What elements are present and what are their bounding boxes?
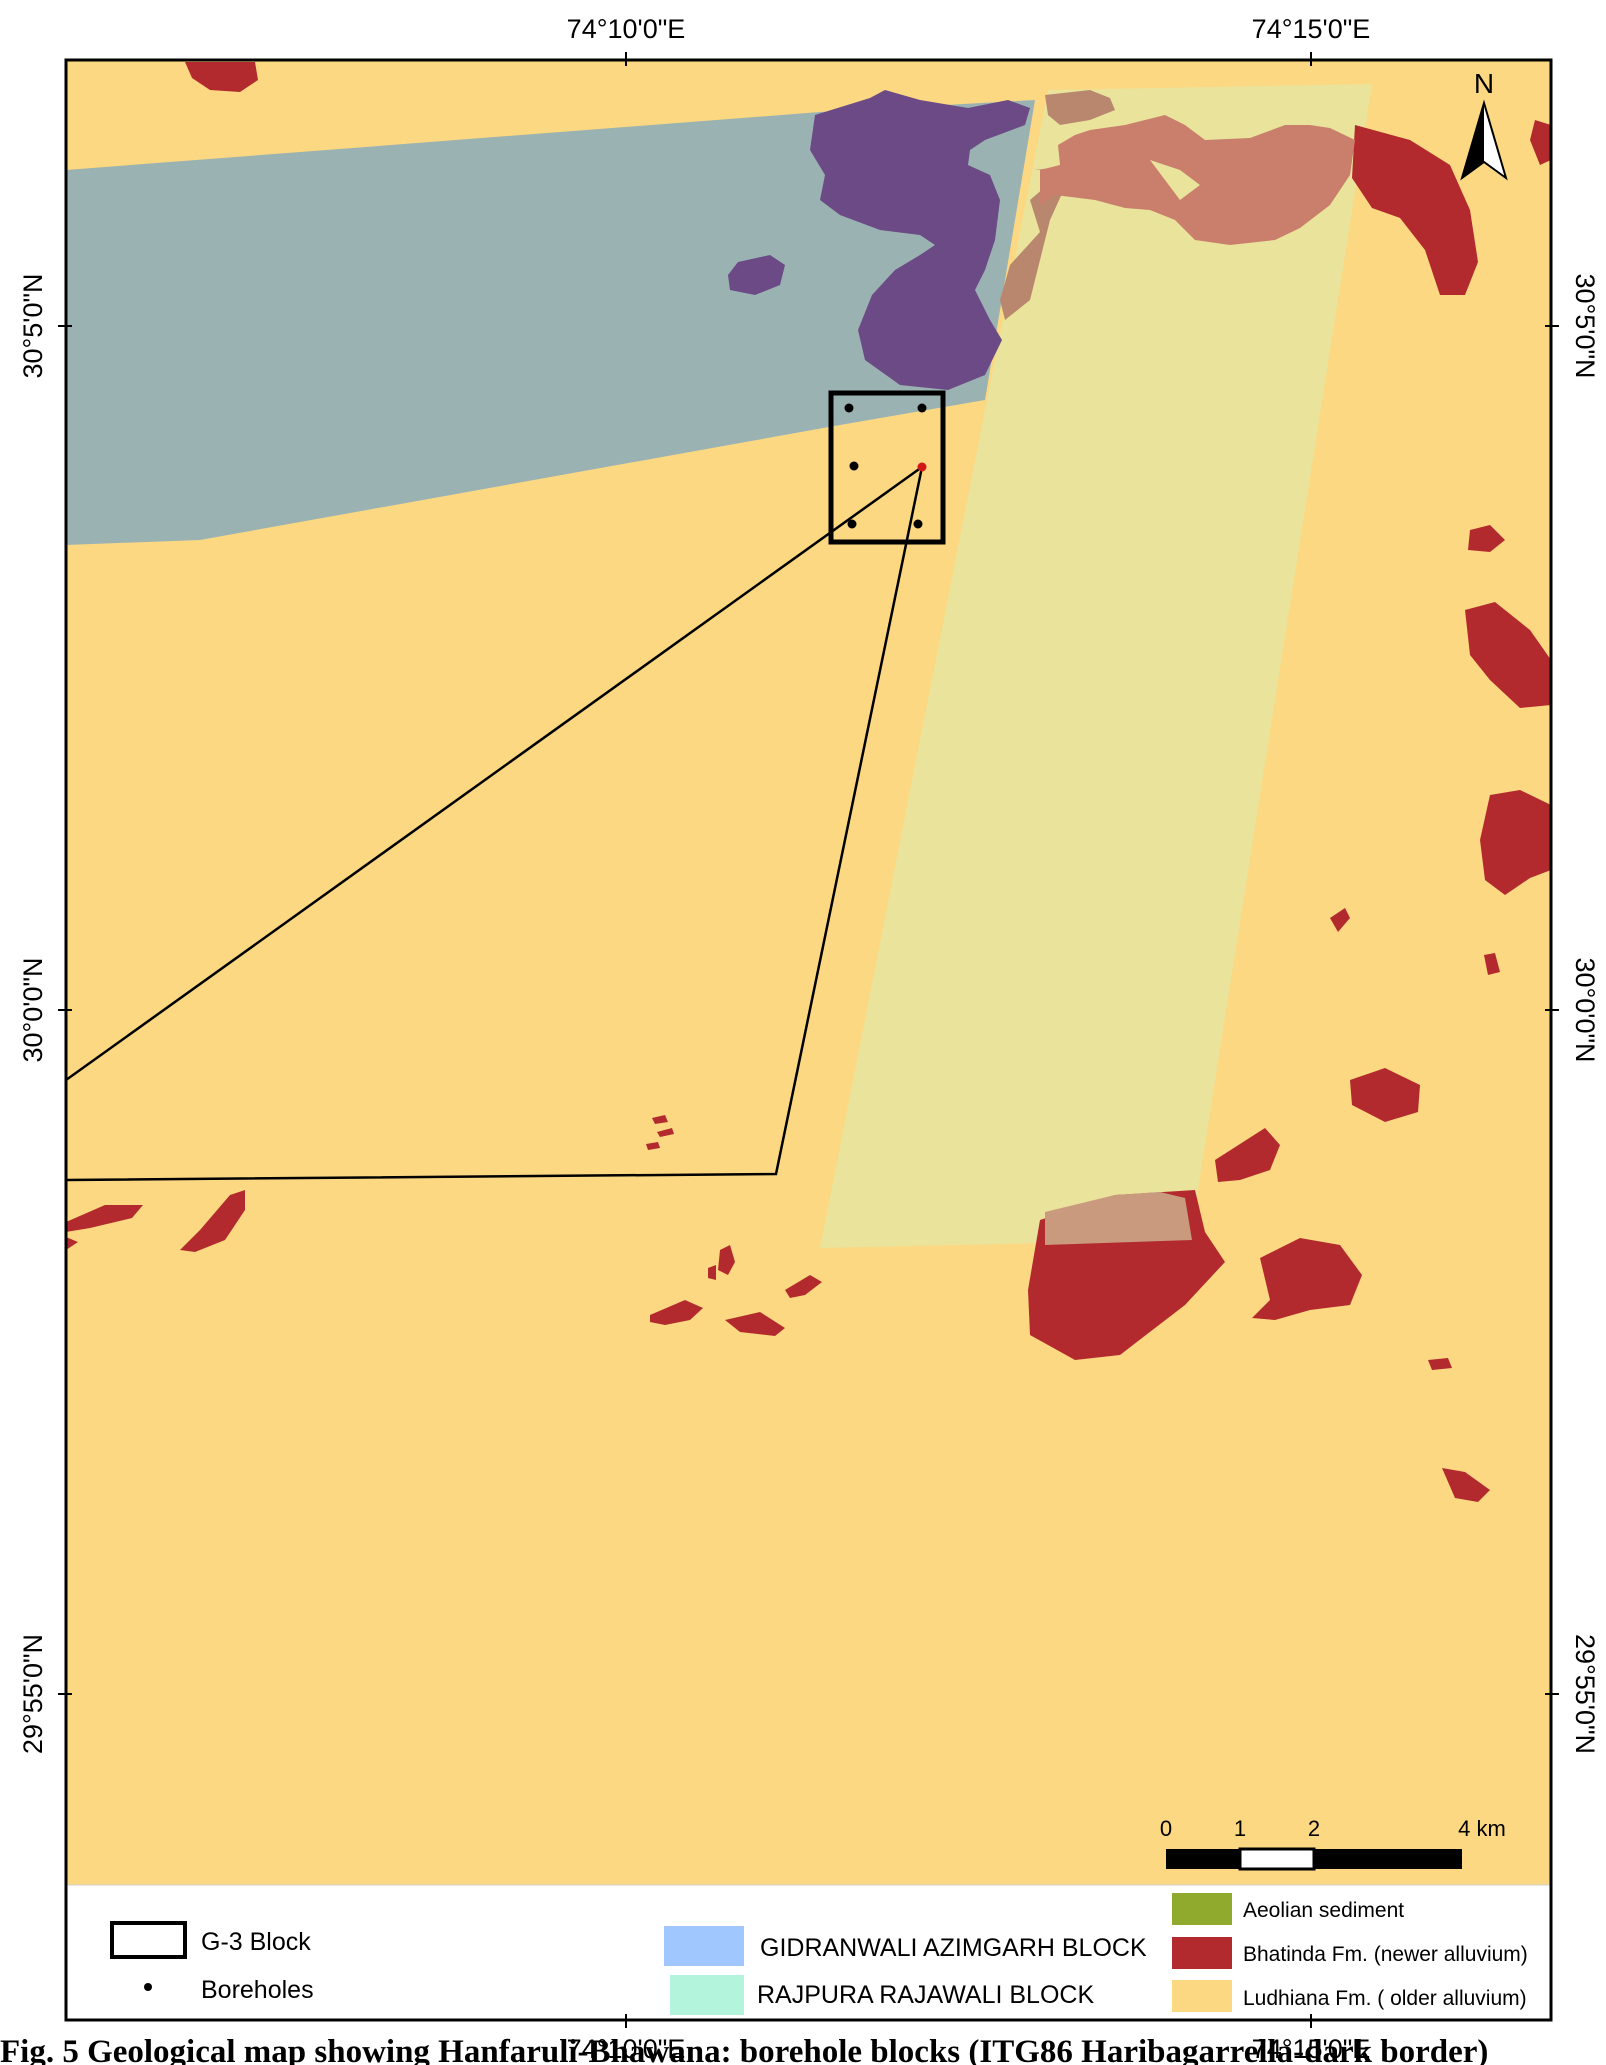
- borehole-point: [847, 519, 857, 529]
- bottom-longitude-label: 74°15'0"E: [1252, 2034, 1371, 2064]
- bhatinda-patch: [1252, 1238, 1362, 1320]
- bhatinda-under-rajpura: [1045, 1192, 1192, 1245]
- bhatinda-patch: [652, 1115, 668, 1124]
- bhatinda-patch: [1480, 790, 1551, 895]
- bhatinda-patch: [1428, 1358, 1452, 1370]
- legend-aeolian-label: Aeolian sediment: [1243, 1899, 1404, 1922]
- scale-bar: 0 1 2 4 km: [1160, 1816, 1506, 1871]
- left-latitude-label: 30°5'0"N: [18, 273, 48, 378]
- borehole-point: [913, 519, 923, 529]
- bhatinda-under-rajpura: [1040, 115, 1355, 245]
- bhatinda-patch: [1352, 125, 1478, 295]
- bhatinda-under-gidranwali: [810, 90, 1030, 390]
- bhatinda-formation-patches: [66, 62, 1551, 1502]
- north-arrow: N: [1460, 68, 1508, 181]
- graticule-ticks: [58, 52, 1559, 2028]
- figure-caption: Fig. 5 Geological map showing Hanfaruli-…: [0, 2034, 1489, 2065]
- north-arrow-fill: [1462, 103, 1484, 178]
- legend-bhatinda-swatch: [1172, 1937, 1232, 1969]
- top-longitude-label: 74°10'0"E: [567, 14, 686, 44]
- bhatinda-patch: [1530, 120, 1551, 165]
- legend-borehole-swatch: [144, 1983, 152, 1991]
- left-latitude-label: 29°55'0"N: [18, 1634, 48, 1754]
- bhatinda-patch: [657, 1128, 674, 1137]
- bottom-longitude-label: 74°10'0"E: [567, 2034, 686, 2064]
- scale-tick-0: 0: [1160, 1816, 1172, 1841]
- left-latitude-label: 30°0'0"N: [18, 957, 48, 1062]
- legend-ludhiana-swatch: [1172, 1980, 1232, 2012]
- bhatinda-patch: [1468, 525, 1505, 552]
- bhatinda-under-rajpura: [1000, 90, 1115, 320]
- bhatinda-patch: [1350, 1068, 1420, 1122]
- bhatinda-patch: [646, 1142, 660, 1150]
- bhatinda-patch: [785, 1275, 822, 1298]
- legend-rajpura-label: RAJPURA RAJAWALI BLOCK: [757, 1981, 1094, 2009]
- scale-segment-2-4: [1314, 1849, 1462, 1869]
- borehole-point: [917, 403, 927, 413]
- gidranwali-azimgarh-block-area: [66, 100, 1035, 545]
- borehole-point: [849, 461, 859, 471]
- scale-tick-1: 1: [1234, 1816, 1246, 1841]
- bhatinda-patch: [185, 62, 258, 92]
- g3-block-boundary: [828, 390, 946, 545]
- legend-gidranwali-swatch: [664, 1926, 744, 1966]
- inset-connector-lines: [66, 465, 924, 1182]
- legend-rajpura-swatch: [670, 1975, 744, 2015]
- borehole-selected-point: [917, 462, 927, 472]
- bhatinda-patch: [1465, 602, 1551, 708]
- legend-ludhiana-label: Ludhiana Fm. ( older alluvium): [1243, 1987, 1527, 2010]
- bhatinda-patch: [1330, 908, 1350, 932]
- legend-gidranwali-label: GIDRANWALI AZIMGARH BLOCK: [760, 1934, 1147, 1962]
- boreholes: [844, 403, 927, 529]
- bhatinda-patch: [718, 1245, 735, 1275]
- right-latitude-label: 30°5'0"N: [1570, 273, 1600, 378]
- bhatinda-patch: [1484, 953, 1500, 975]
- map-area: N 0 1 2 4 km: [66, 60, 1551, 1885]
- legend-background: [66, 1885, 1551, 2020]
- map-frame: [64, 58, 1553, 2022]
- connector-line: [66, 466, 924, 1182]
- legend-g3-swatch: [110, 1921, 187, 1959]
- legend: G-3 Block Boreholes GIDRANWALI AZIMGARH …: [66, 1884, 1551, 2020]
- top-longitude-label: 74°15'0"E: [1252, 14, 1371, 44]
- bhatinda-patch: [1442, 1468, 1490, 1502]
- right-latitude-label: 29°55'0"N: [1570, 1634, 1600, 1754]
- scale-segment-1-2: [1238, 1847, 1316, 1871]
- scale-segment-0-1: [1166, 1849, 1240, 1869]
- bhatinda-patch: [180, 1190, 245, 1252]
- connector-line: [66, 465, 923, 1082]
- scale-tick-2: 2: [1308, 1816, 1320, 1841]
- north-label: N: [1474, 68, 1494, 99]
- bhatinda-patch: [650, 1300, 703, 1325]
- bhatinda-patch: [1215, 1128, 1280, 1182]
- bhatinda-patch: [725, 1312, 785, 1336]
- borehole-point: [844, 403, 854, 413]
- legend-aeolian-swatch: [1172, 1893, 1232, 1925]
- bhatinda-patch: [66, 1205, 143, 1232]
- bhatinda-patch: [708, 1265, 716, 1280]
- bhatinda-patch: [66, 1237, 78, 1250]
- scale-tick-4km: 4 km: [1458, 1816, 1506, 1841]
- legend-bhatinda-label: Bhatinda Fm. (newer alluvium): [1243, 1943, 1528, 1966]
- legend-g3-label: G-3 Block: [201, 1928, 311, 1956]
- bhatinda-under-gidranwali: [728, 255, 785, 295]
- legend-borehole-label: Boreholes: [201, 1976, 314, 2004]
- rajpura-rajawali-block-area: [820, 84, 1372, 1248]
- right-latitude-label: 30°0'0"N: [1570, 957, 1600, 1062]
